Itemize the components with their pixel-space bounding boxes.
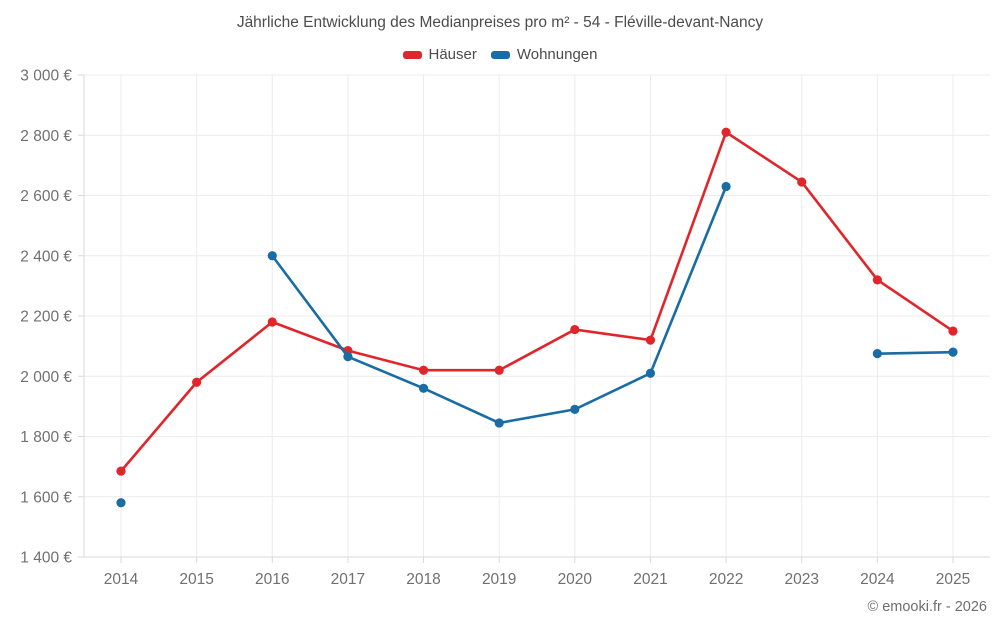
data-point-h-user-2021[interactable] (645, 335, 656, 345)
x-tick-label: 2021 (633, 571, 667, 588)
data-point-h-user-2023[interactable] (797, 177, 807, 187)
data-point-wohnungen-2025[interactable] (948, 347, 958, 357)
x-tick-label: 2020 (558, 571, 593, 588)
x-tick-label: 2014 (104, 571, 139, 588)
data-point-wohnungen-2018[interactable] (418, 383, 429, 393)
data-point-wohnungen-2017[interactable] (343, 352, 353, 362)
x-tick-label: 2015 (179, 571, 213, 588)
data-point-h-user-2015[interactable] (192, 377, 202, 387)
y-tick-label: 2 000 € (20, 369, 72, 386)
data-point-h-user-2020[interactable] (570, 324, 580, 335)
legend-item-wohnungen[interactable]: Wohnungen (490, 46, 598, 63)
data-point-h-user-2025[interactable] (948, 326, 958, 336)
y-tick-label: 2 200 € (20, 309, 72, 326)
x-tick-label: 2022 (709, 571, 743, 588)
y-tick-label: 2 600 € (20, 188, 72, 205)
x-tick-label: 2017 (331, 571, 365, 588)
legend-label-hauser: Häuser (428, 46, 477, 63)
x-tick-label: 2019 (482, 571, 516, 588)
x-tick-label: 2016 (255, 571, 289, 588)
y-tick-label: 2 800 € (20, 128, 72, 145)
data-point-h-user-2014[interactable] (116, 466, 126, 476)
data-point-h-user-2016[interactable] (267, 317, 277, 327)
data-point-wohnungen-2016[interactable] (267, 251, 277, 261)
data-point-wohnungen-2014[interactable] (116, 498, 126, 508)
x-tick-label: 2023 (784, 571, 818, 588)
legend-marker-hauser (402, 50, 422, 59)
data-point-wohnungen-2022[interactable] (721, 181, 731, 192)
data-point-h-user-2019[interactable] (494, 365, 504, 375)
legend-item-hauser[interactable]: Häuser (402, 46, 477, 63)
data-point-h-user-2024[interactable] (872, 275, 882, 285)
y-tick-label: 2 400 € (20, 248, 72, 265)
chart-title: Jährliche Entwicklung des Medianpreises … (236, 14, 764, 31)
x-tick-label: 2018 (406, 571, 440, 588)
y-tick-label: 1 400 € (20, 550, 72, 567)
y-tick-label: 3 000 € (20, 68, 72, 85)
x-tick-label: 2024 (860, 571, 895, 588)
data-point-wohnungen-2019[interactable] (494, 418, 504, 428)
x-tick-label: 2025 (936, 571, 970, 588)
data-point-h-user-2022[interactable] (721, 127, 731, 137)
y-tick-label: 1 800 € (20, 429, 72, 446)
data-point-wohnungen-2021[interactable] (645, 368, 656, 378)
y-tick-label: 1 600 € (20, 489, 72, 506)
chart-legend: Häuser Wohnungen (0, 46, 1000, 63)
data-point-h-user-2018[interactable] (418, 365, 429, 375)
copyright-watermark: © emooki.fr - 2026 (867, 599, 987, 615)
data-point-wohnungen-2024[interactable] (872, 349, 882, 359)
series-line-h-user (119, 130, 955, 473)
legend-label-wohnungen: Wohnungen (516, 46, 598, 63)
series-line-wohnungen (876, 350, 955, 355)
data-point-wohnungen-2020[interactable] (570, 404, 580, 414)
legend-marker-wohnungen (490, 50, 510, 59)
